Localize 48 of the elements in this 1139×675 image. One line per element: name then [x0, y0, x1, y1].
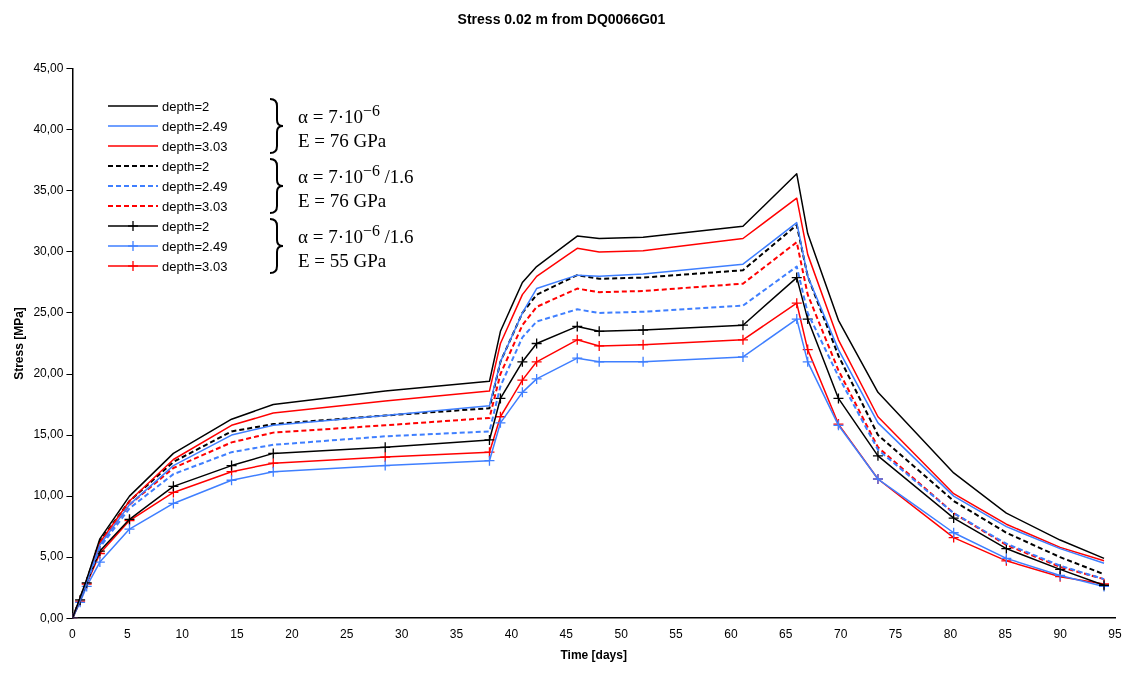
legend-label: depth=2.49	[162, 118, 228, 134]
x-tick-label: 20	[285, 626, 299, 641]
x-tick-label: 60	[724, 626, 738, 641]
annotation: E = 55 GPa	[298, 249, 388, 274]
legend-label: depth=2.49	[162, 238, 228, 254]
x-tick-label: 70	[833, 626, 848, 641]
x-tick-label: 80	[943, 626, 958, 641]
x-tick-label: 95	[1108, 626, 1122, 641]
legend-label: depth=3.03	[162, 198, 228, 214]
chart-title: Stress 0.02 m from DQ0066G01	[457, 11, 666, 28]
x-tick-label: 90	[1053, 626, 1068, 641]
annotation: E = 76 GPa	[298, 129, 387, 154]
legend-label: depth=2.49	[162, 178, 228, 194]
x-tick-label: 0	[69, 626, 77, 641]
legend-label: depth=2	[162, 218, 210, 234]
x-tick-label: 65	[779, 626, 793, 641]
y-tick-label: 0,00	[40, 610, 64, 625]
y-tick-label: 35,00	[33, 183, 64, 198]
legend-label: depth=3.03	[162, 138, 228, 154]
legend-label: depth=2	[162, 98, 210, 114]
y-tick-label: 15,00	[33, 427, 64, 442]
legend-label: depth=2	[162, 158, 210, 174]
annotation: E = 76 GPa	[298, 189, 388, 214]
y-tick-label: 25,00	[33, 305, 64, 320]
y-tick-label: 10,00	[33, 488, 64, 503]
x-tick-label: 40	[504, 626, 519, 641]
y-tick-label: 30,00	[33, 244, 64, 259]
x-tick-label: 85	[998, 626, 1013, 641]
y-tick-label: 20,00	[33, 366, 64, 381]
x-tick-label: 50	[614, 626, 629, 641]
x-axis-title: Time [days]	[560, 648, 627, 663]
y-tick-label: 40,00	[33, 122, 64, 137]
annotation: α = 7·10$^{−6}$	[298, 100, 381, 130]
x-tick-label: 25	[340, 626, 354, 641]
annotation: α = 7·10$^{−6}$ /1.6	[298, 220, 414, 250]
annotation: α = 7·10$^{−6}$ /1.6	[298, 160, 414, 190]
x-tick-label: 35	[449, 626, 464, 641]
x-tick-label: 45	[559, 626, 574, 641]
y-tick-label: 45,00	[33, 61, 64, 76]
x-tick-label: 10	[175, 626, 190, 641]
x-tick-label: 5	[123, 626, 131, 641]
x-tick-label: 15	[230, 626, 245, 641]
legend-label: depth=3.03	[162, 258, 228, 274]
y-axis-title: Stress [MPa]	[11, 307, 26, 380]
x-tick-label: 30	[394, 626, 409, 641]
x-tick-label: 75	[888, 626, 903, 641]
y-tick-label: 5,00	[40, 549, 64, 564]
x-tick-label: 55	[669, 626, 684, 641]
